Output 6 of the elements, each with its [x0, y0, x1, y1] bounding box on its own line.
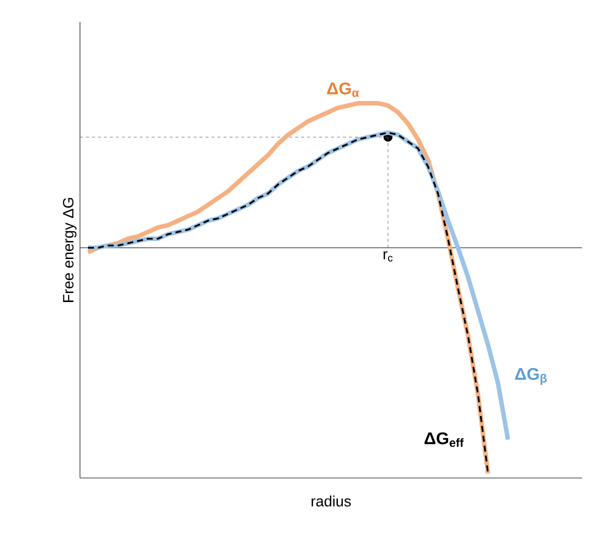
- annotation: r$_{c}$: [384, 251, 393, 262]
- series-label: ΔG$_{eff}$: [424, 432, 464, 447]
- series-label: ΔG$_{β}$: [515, 368, 547, 385]
- y-axis-title: Free energy ΔG: [62, 198, 76, 302]
- x-axis-title: radius: [312, 496, 351, 506]
- series-label: ΔG$_{α}$: [327, 82, 359, 97]
